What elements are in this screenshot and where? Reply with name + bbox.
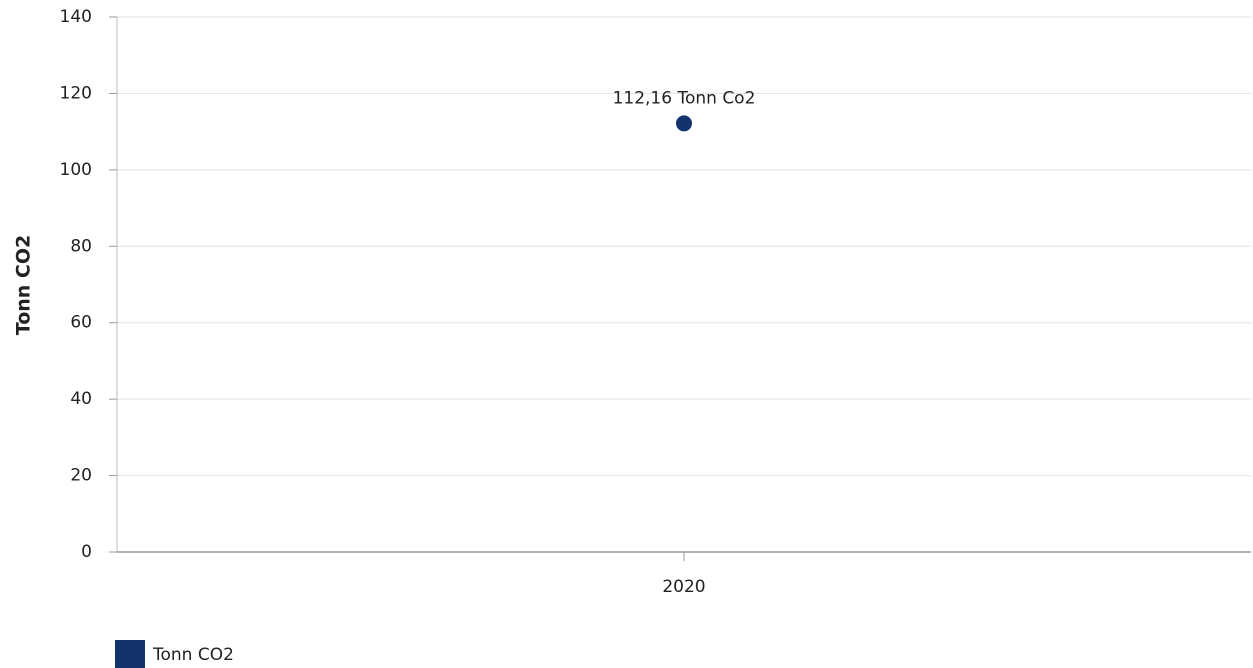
legend-label: Tonn CO2	[152, 645, 234, 665]
y-tick-label: 140	[60, 7, 92, 27]
data-label: 112,16 Tonn Co2	[613, 88, 756, 108]
y-tick-label: 100	[60, 160, 92, 180]
y-tick-label: 40	[70, 389, 92, 409]
y-tick-label: 120	[60, 83, 92, 103]
y-tick-label: 80	[70, 236, 92, 256]
legend-swatch	[115, 640, 145, 668]
y-axis-label: Tonn CO2	[13, 235, 35, 335]
y-tick-label: 20	[70, 466, 92, 486]
y-tick-label: 0	[81, 542, 92, 562]
data-point	[676, 115, 692, 132]
x-tick-label: 2020	[662, 577, 705, 597]
y-tick-label: 60	[70, 313, 92, 333]
